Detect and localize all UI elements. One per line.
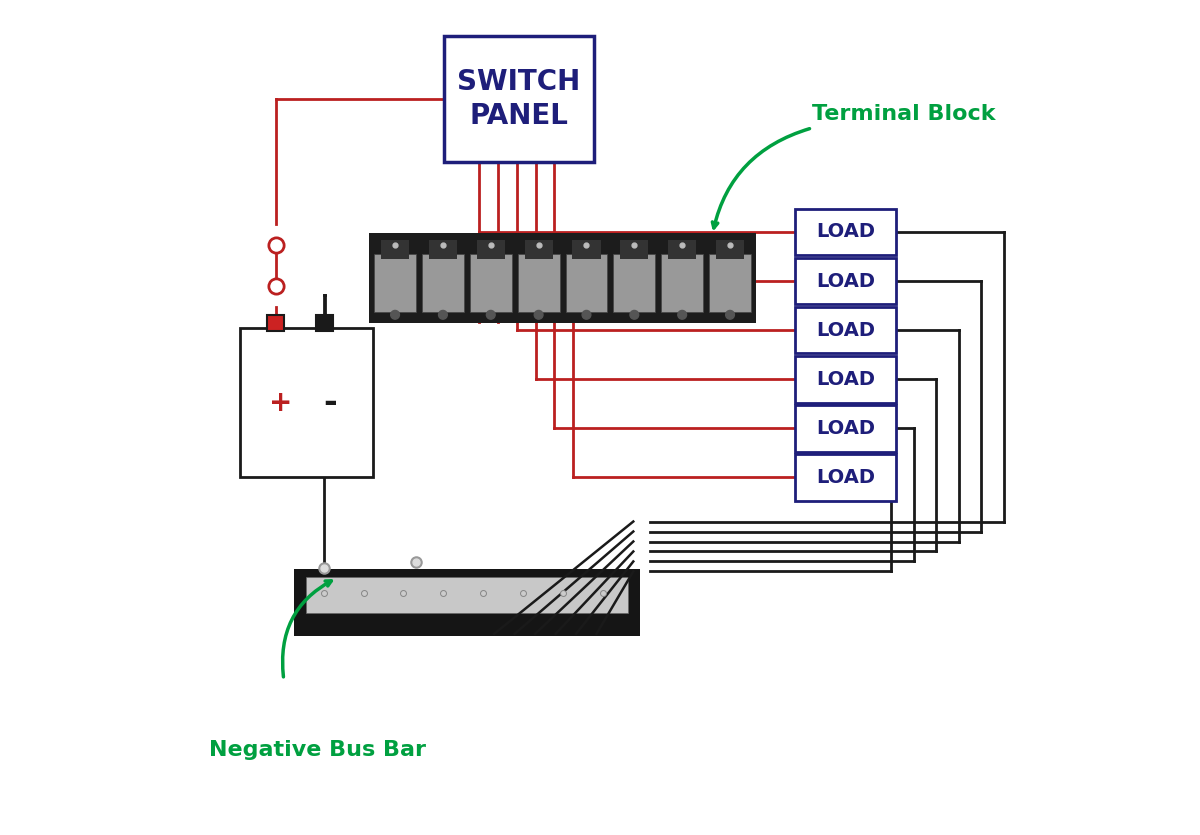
FancyBboxPatch shape	[796, 306, 896, 353]
FancyBboxPatch shape	[517, 254, 559, 312]
Text: LOAD: LOAD	[816, 321, 875, 340]
FancyBboxPatch shape	[470, 254, 511, 312]
FancyBboxPatch shape	[565, 254, 607, 312]
Text: LOAD: LOAD	[816, 419, 875, 438]
FancyBboxPatch shape	[240, 328, 373, 478]
Text: +: +	[269, 389, 293, 417]
Text: LOAD: LOAD	[816, 271, 875, 291]
FancyBboxPatch shape	[620, 240, 648, 259]
FancyBboxPatch shape	[796, 209, 896, 256]
FancyBboxPatch shape	[306, 577, 628, 613]
Circle shape	[678, 311, 686, 319]
FancyBboxPatch shape	[709, 254, 751, 312]
FancyBboxPatch shape	[422, 254, 464, 312]
Circle shape	[391, 311, 400, 319]
Text: SWITCH
PANEL: SWITCH PANEL	[457, 68, 581, 130]
Text: -: -	[323, 387, 337, 419]
FancyBboxPatch shape	[796, 405, 896, 452]
FancyBboxPatch shape	[716, 240, 744, 259]
FancyBboxPatch shape	[316, 315, 334, 331]
FancyBboxPatch shape	[661, 254, 703, 312]
FancyBboxPatch shape	[294, 569, 640, 636]
Text: LOAD: LOAD	[816, 468, 875, 487]
FancyBboxPatch shape	[380, 240, 409, 259]
FancyBboxPatch shape	[370, 233, 756, 323]
Circle shape	[726, 311, 734, 319]
FancyBboxPatch shape	[374, 254, 416, 312]
FancyBboxPatch shape	[476, 240, 505, 259]
FancyBboxPatch shape	[796, 356, 896, 402]
Text: LOAD: LOAD	[816, 222, 875, 241]
Circle shape	[486, 311, 496, 319]
FancyBboxPatch shape	[796, 454, 896, 501]
FancyBboxPatch shape	[524, 240, 553, 259]
FancyBboxPatch shape	[444, 37, 594, 162]
FancyBboxPatch shape	[572, 240, 600, 259]
Text: Negative Bus Bar: Negative Bus Bar	[209, 741, 426, 761]
Circle shape	[438, 311, 448, 319]
FancyBboxPatch shape	[428, 240, 457, 259]
Text: Terminal Block: Terminal Block	[812, 104, 996, 124]
Text: LOAD: LOAD	[816, 370, 875, 389]
FancyBboxPatch shape	[268, 315, 284, 331]
FancyBboxPatch shape	[796, 258, 896, 304]
Circle shape	[630, 311, 638, 319]
Circle shape	[534, 311, 542, 319]
FancyBboxPatch shape	[668, 240, 696, 259]
FancyBboxPatch shape	[613, 254, 655, 312]
Circle shape	[582, 311, 590, 319]
